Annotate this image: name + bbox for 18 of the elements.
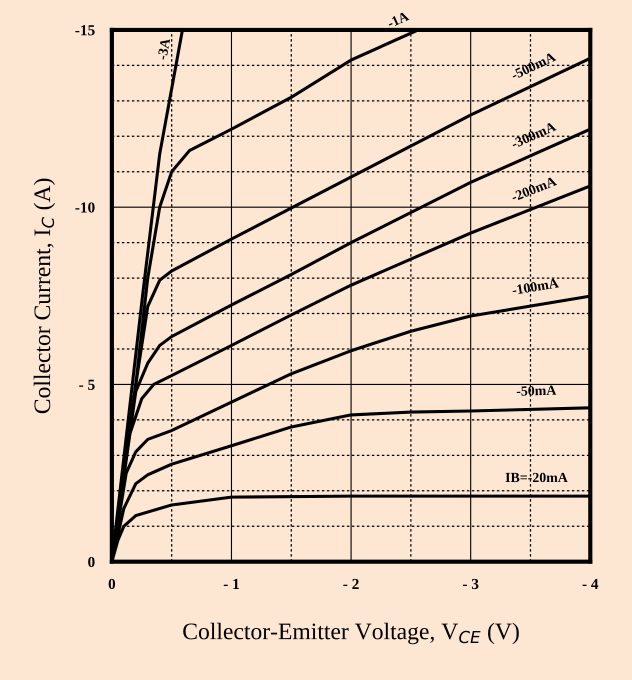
y-axis-title: Collector Current, I$_{C}$ (A) (34, 178, 56, 414)
text: -200mA (510, 176, 558, 202)
x-tick-label: 0 (108, 578, 116, 590)
x-axis-title: Collector-Emitter Voltage, V$_{CE}$ (V) (183, 622, 519, 644)
y-tick-label: -15 (75, 25, 95, 36)
y-tick-label: 0 (88, 556, 95, 568)
x-tick-label: - 2 (343, 578, 359, 589)
y-tick-label: -10 (75, 202, 95, 213)
series-label: -50mA (516, 385, 556, 396)
text: -300mA (510, 121, 557, 149)
series-label: IB=-20mA (506, 472, 568, 482)
y-tick-label: - 5 (79, 380, 95, 390)
text: -1A (386, 11, 410, 28)
text: -3A (157, 38, 170, 60)
text: -100mA (512, 278, 560, 295)
x-tick-label: - 3 (462, 578, 478, 590)
x-tick-label: - 1 (224, 578, 239, 589)
x-tick-label: - 4 (582, 578, 598, 589)
